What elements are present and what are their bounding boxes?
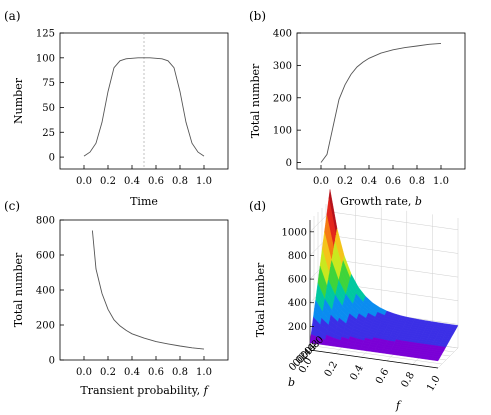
panel-d-zlabel: Total number: [254, 262, 267, 337]
panel-b-ytick-label: 300: [273, 61, 292, 72]
panel-d-ftick-label: 1.0: [425, 374, 442, 393]
panel-d-f-label: f: [395, 399, 402, 412]
panel-a-ytick-label: 125: [36, 29, 55, 40]
panel-a-ylabel: Number: [12, 77, 25, 124]
panel-d-axis-edge: [309, 349, 439, 369]
panel-d-ftick-label: 0.8: [400, 370, 417, 389]
panel-b-ytick-label: 100: [273, 126, 292, 137]
panel-a-ytick-label: 50: [42, 103, 55, 114]
panel-c-xtick-label: 0.4: [124, 367, 140, 378]
panel-b-ytick-label: 200: [273, 93, 292, 104]
panel-b-xtick-label: 0.8: [409, 176, 425, 187]
panel-d-ztick-label: 200: [288, 322, 307, 333]
panel-d-ztick-label: 1000: [282, 227, 307, 238]
panel-d-back-grid: [329, 211, 459, 231]
panel-d-ftick-label: 0.4: [348, 363, 365, 382]
panel-c-xlabel: Transient probability, f: [80, 384, 209, 397]
panel-a-xtick-label: 0.6: [148, 176, 164, 187]
panel-c-ylabel: Total number: [12, 252, 25, 327]
panel-c-xtick-label: 0.6: [148, 367, 164, 378]
panel-a-ytick-label: 75: [42, 78, 55, 89]
panel-a-xlabel: Time: [130, 195, 158, 208]
panel-a-xtick-label: 0.2: [100, 176, 116, 187]
panel-d-floor-grid: [313, 345, 443, 365]
panel-c-xlabel-var: f: [203, 384, 210, 397]
panel-a-ytick-label: 0: [49, 153, 55, 164]
panel-a-ytick-label: 100: [36, 53, 55, 64]
panel-d-label: (d): [249, 199, 266, 213]
panel-b-xlabel: Growth rate, b: [340, 195, 422, 208]
panel-b-label: (b): [249, 9, 266, 23]
panel-c-ytick-label: 400: [36, 286, 55, 297]
panel-d-floor-grid: [437, 347, 459, 369]
panel-c-xtick-label: 0.0: [76, 367, 92, 378]
panel-c-xtick-label: 0.2: [100, 367, 116, 378]
panel-a-xtick-label: 1.0: [196, 176, 212, 187]
panel-c-ytick-label: 800: [36, 216, 55, 227]
panel-c: (c) 0 200 400 600 800 0.0 0.2 0.4 0.6 0.8 1.0 Tra…: [4, 199, 229, 397]
panel-b-xtick-label: 0.6: [385, 176, 401, 187]
panel-b-ytick-label: 0: [286, 158, 292, 169]
panel-a-xtick-label: 0.4: [124, 176, 140, 187]
panel-a-ytick-label: 25: [42, 128, 55, 139]
panel-c-xtick-label: 1.0: [196, 367, 212, 378]
panel-c-ytick-label: 200: [36, 321, 55, 332]
panel-d-surface-cell: [430, 357, 440, 362]
panel-b-xtick-label: 0.0: [313, 176, 329, 187]
panel-c-xlabel-text: Transient probability,: [80, 384, 203, 397]
panel-d-back-grid: [329, 258, 459, 278]
panel-c-series-line: [91, 230, 205, 350]
panel-d-ztick-label: 400: [288, 298, 307, 309]
panel-b-xtick-label: 0.2: [337, 176, 353, 187]
panel-a-xtick-label: 0.8: [172, 176, 188, 187]
panel-b-xtick-label: 1.0: [433, 176, 449, 187]
panel-d-b-label: b: [288, 376, 295, 389]
panel-b-ytick-label: 400: [273, 29, 292, 40]
panel-d-back-grid: [329, 235, 459, 254]
panel-d-ztick-label: 600: [288, 275, 307, 286]
panel-d-surface: [309, 189, 459, 362]
panel-a-xtick-label: 0.0: [76, 176, 92, 187]
panel-c-frame: [59, 219, 229, 361]
panel-b-xlabel-var: b: [415, 195, 422, 208]
panel-b-series-line: [320, 42, 442, 163]
panel-b-ylabel: Total number: [249, 63, 262, 138]
panel-d-ftick-label: 0.6: [374, 367, 391, 386]
panel-a: (a) 0 25 50 75 100 125 0.0 0.2 0.4 0.6 0.8 1.0 Tim…: [4, 9, 229, 208]
panel-d-ztick-label: 800: [288, 251, 307, 262]
panel-b: (b) 0 100 200 300 400 0.0 0.2 0.4 0.6 0.8 1.0 Gro…: [249, 9, 466, 208]
panel-b-xlabel-text: Growth rate,: [340, 195, 415, 208]
panel-c-ytick-label: 600: [36, 251, 55, 262]
panel-a-label: (a): [4, 9, 21, 23]
panel-c-xtick-label: 0.8: [172, 367, 188, 378]
panel-d-ftick-label: 0.2: [323, 360, 340, 379]
panel-b-xtick-label: 0.4: [361, 176, 377, 187]
panel-a-series-line: [83, 57, 205, 157]
panel-c-ytick-label: 0: [49, 356, 55, 367]
panel-b-frame: [296, 32, 466, 170]
panel-c-label: (c): [4, 199, 20, 213]
